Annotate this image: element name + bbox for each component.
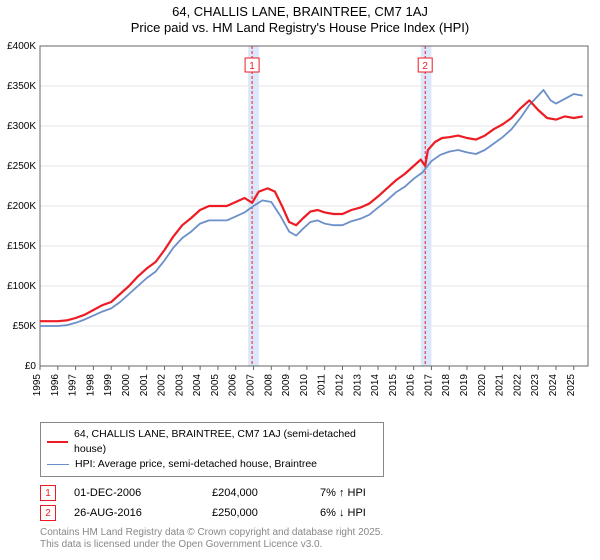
legend-label: 64, CHALLIS LANE, BRAINTREE, CM7 1AJ (se… (74, 427, 377, 457)
y-tick-label: £300K (7, 121, 36, 132)
x-tick-label: 2015 (388, 374, 399, 397)
sale-date: 26-AUG-2016 (74, 507, 194, 519)
attribution-line1: Contains HM Land Registry data © Crown c… (40, 527, 588, 539)
sale-price: £250,000 (212, 507, 302, 519)
sale-diff: 6% ↓ HPI (320, 507, 420, 519)
x-tick-label: 2024 (548, 374, 559, 397)
x-tick-label: 2021 (495, 374, 506, 397)
sale-marker-icon: 2 (40, 505, 56, 521)
x-tick-label: 2014 (370, 374, 381, 397)
y-tick-label: £50K (13, 321, 37, 332)
y-tick-label: £200K (7, 201, 36, 212)
legend-swatch (47, 464, 69, 465)
x-tick-label: 1999 (103, 374, 114, 397)
y-tick-label: £400K (7, 41, 36, 52)
x-tick-label: 2012 (334, 374, 345, 397)
x-tick-label: 2000 (121, 374, 132, 397)
x-tick-label: 2025 (566, 374, 577, 397)
x-tick-label: 2018 (441, 374, 452, 397)
x-tick-label: 2005 (210, 374, 221, 397)
x-tick-label: 2001 (139, 374, 150, 397)
legend-item: 64, CHALLIS LANE, BRAINTREE, CM7 1AJ (se… (47, 427, 377, 457)
sale-row: 2 26-AUG-2016 £250,000 6% ↓ HPI (40, 505, 588, 521)
sale-date: 01-DEC-2006 (74, 487, 194, 499)
legend: 64, CHALLIS LANE, BRAINTREE, CM7 1AJ (se… (40, 422, 384, 477)
y-tick-label: £0 (25, 361, 37, 372)
title-line2: Price paid vs. HM Land Registry's House … (0, 20, 600, 35)
y-tick-label: £150K (7, 241, 36, 252)
attribution-line2: This data is licensed under the Open Gov… (40, 539, 588, 551)
x-tick-label: 1995 (32, 374, 43, 397)
chart-container: £0 £50K £100K £150K £200K £250K £300K £350K £400… (0, 38, 600, 418)
x-tick-label: 2016 (406, 374, 417, 397)
x-tick-label: 2009 (281, 374, 292, 397)
y-tick-label: £350K (7, 81, 36, 92)
legend-swatch (47, 441, 68, 443)
y-tick-label: £250K (7, 161, 36, 172)
sale-row: 1 01-DEC-2006 £204,000 7% ↑ HPI (40, 485, 588, 501)
legend-label: HPI: Average price, semi-detached house,… (75, 457, 317, 472)
x-tick-label: 2022 (512, 374, 523, 397)
x-tick-label: 2004 (192, 374, 203, 397)
sale-price: £204,000 (212, 487, 302, 499)
x-tick-label: 2013 (352, 374, 363, 397)
sale-marker-icon: 1 (40, 485, 56, 501)
sale-marker-label: 2 (422, 61, 428, 72)
line-chart: £0 £50K £100K £150K £200K £250K £300K £350K £400… (0, 38, 600, 418)
x-tick-label: 2023 (530, 374, 541, 397)
sale-marker-label: 1 (249, 61, 255, 72)
x-tick-label: 1996 (50, 374, 61, 397)
x-tick-label: 2020 (477, 374, 488, 397)
y-tick-label: £100K (7, 281, 36, 292)
series-line (40, 100, 583, 321)
x-tick-label: 2010 (299, 374, 310, 397)
x-tick-label: 1998 (85, 374, 96, 397)
legend-item: HPI: Average price, semi-detached house,… (47, 457, 377, 472)
x-tick-label: 2011 (317, 374, 328, 396)
x-tick-label: 2007 (246, 374, 257, 397)
x-tick-label: 1997 (68, 374, 79, 397)
x-tick-label: 2006 (228, 374, 239, 397)
x-tick-label: 2008 (263, 374, 274, 397)
x-tick-label: 2019 (459, 374, 470, 397)
x-tick-label: 2002 (157, 374, 168, 397)
x-tick-label: 2017 (423, 374, 434, 397)
x-tick-label: 2003 (174, 374, 185, 397)
title-line1: 64, CHALLIS LANE, BRAINTREE, CM7 1AJ (0, 4, 600, 19)
attribution: Contains HM Land Registry data © Crown c… (40, 527, 588, 551)
sale-marker-list: 1 01-DEC-2006 £204,000 7% ↑ HPI 2 26-AUG-2016… (40, 485, 588, 521)
sale-diff: 7% ↑ HPI (320, 487, 420, 499)
